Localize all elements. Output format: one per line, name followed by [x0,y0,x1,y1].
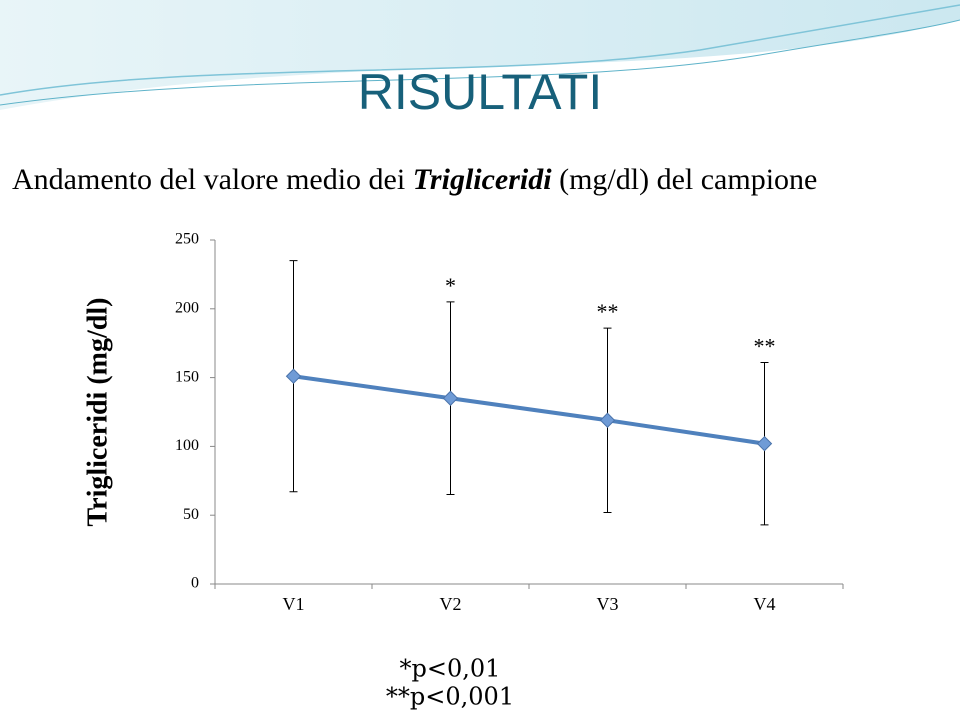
series-line [293,374,765,446]
marker [285,368,302,384]
y-axis-label: Trigliceridi (mg/dl) [82,298,113,527]
significance: ** [754,334,776,359]
y-tick-label: 200 [175,299,199,316]
header-line [0,4,960,96]
x-tick-label: V3 [597,594,619,614]
y-tick-label: 250 [175,231,199,248]
footnote: **p<0,001 [386,683,514,711]
x-tick-label: V1 [283,594,305,614]
significance: * [445,273,456,298]
x-tick-label: V4 [754,594,776,614]
x-tick-label: V2 [440,594,462,614]
subtitle-part: (mg/dl) del campione [552,163,818,196]
y-tick-label: 150 [175,368,199,385]
subtitle-part: Trigliceridi [413,163,553,196]
subtitle: Andamento del valore medio dei Triglicer… [12,163,817,196]
header-wave [0,0,960,110]
header-line [0,19,960,106]
subtitle-part: Andamento del valore medio dei [12,163,413,196]
footnote: *p<0,01 [400,655,501,683]
title: RISULTATI [358,64,602,120]
marker [442,390,459,406]
y-tick-label: 0 [191,575,199,592]
y-tick-label: 100 [175,437,199,454]
marker [599,412,616,428]
marker [756,435,773,452]
significance: ** [597,299,619,324]
y-tick-label: 50 [183,506,199,523]
